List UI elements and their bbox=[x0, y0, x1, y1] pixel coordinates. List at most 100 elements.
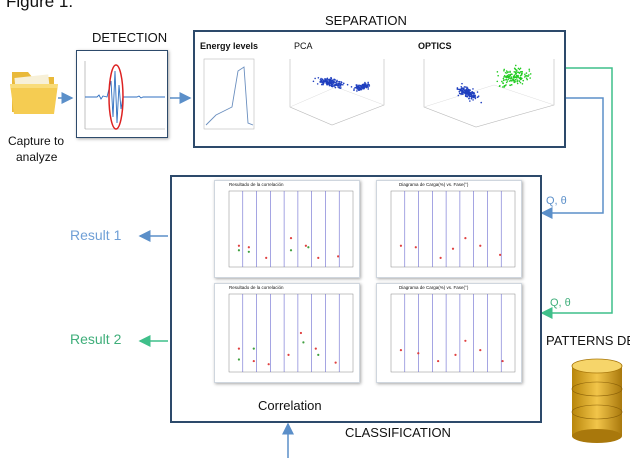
scatter-point bbox=[527, 75, 529, 78]
scatter-point bbox=[504, 84, 506, 87]
scatter-point bbox=[365, 86, 368, 89]
scatter-point bbox=[503, 69, 505, 72]
scatter-point bbox=[326, 83, 328, 86]
scatter-point bbox=[504, 71, 507, 74]
plot-marker bbox=[299, 331, 303, 335]
scatter-point bbox=[506, 74, 509, 77]
result-1-label: Result 1 bbox=[70, 227, 122, 243]
classification-plot-top-right: Diagrama de Carga(%) vs. Fase(°) bbox=[376, 180, 522, 278]
pca-panel: PCA bbox=[276, 37, 392, 141]
scatter-point bbox=[465, 91, 467, 94]
scatter-point bbox=[328, 83, 331, 86]
capture-label-line2: analyze bbox=[16, 150, 58, 164]
scatter-point bbox=[329, 79, 332, 82]
scatter-point bbox=[508, 73, 510, 76]
scatter-point bbox=[503, 74, 506, 77]
scatter-point bbox=[526, 78, 529, 81]
scatter-point bbox=[463, 88, 465, 90]
scatter-point bbox=[337, 82, 340, 85]
scatter-point bbox=[517, 67, 520, 70]
detection-signal bbox=[84, 61, 165, 130]
scatter-point bbox=[367, 81, 369, 84]
pca-scatter bbox=[289, 59, 385, 126]
plot-marker bbox=[304, 244, 307, 247]
scatter-point bbox=[515, 74, 518, 77]
scatter-point bbox=[337, 84, 340, 87]
scatter-point bbox=[521, 70, 523, 73]
optics-title: OPTICS bbox=[418, 41, 452, 51]
scatter-point bbox=[520, 73, 523, 76]
plot-marker bbox=[479, 349, 482, 352]
arrow-separation-to-classification-upper bbox=[540, 97, 604, 219]
folder-icon bbox=[10, 72, 58, 114]
scatter-point bbox=[333, 85, 335, 87]
scatter-point bbox=[336, 83, 338, 85]
scatter-point bbox=[322, 82, 324, 84]
scatter-point bbox=[461, 87, 463, 89]
scatter-point bbox=[462, 89, 464, 92]
bottom-right-plot-title: Diagrama de Carga(%) vs. Fase(°) bbox=[399, 285, 469, 290]
scatter-point bbox=[515, 70, 517, 73]
scatter-point bbox=[496, 80, 499, 83]
scatter-point bbox=[328, 80, 330, 83]
scatter-point bbox=[366, 84, 369, 87]
scatter-point bbox=[467, 88, 470, 91]
scatter-point bbox=[509, 77, 511, 79]
arrow-separation-to-classification-lower bbox=[540, 67, 613, 319]
energy-levels-chart bbox=[203, 58, 255, 130]
scatter-point bbox=[468, 97, 470, 100]
scatter-point bbox=[342, 82, 345, 85]
scatter-point bbox=[331, 81, 334, 84]
scatter-point bbox=[462, 92, 464, 94]
scatter-point bbox=[325, 78, 328, 80]
classification-plot-top-left: Resultado de la correlación bbox=[214, 180, 360, 278]
scatter-point bbox=[514, 64, 517, 67]
scatter-point bbox=[320, 77, 322, 80]
plot-marker bbox=[289, 249, 293, 252]
scatter-point bbox=[505, 81, 508, 84]
scatter-point bbox=[367, 88, 370, 90]
scatter-point bbox=[334, 86, 337, 89]
scatter-point bbox=[321, 83, 323, 86]
scatter-point bbox=[528, 68, 531, 71]
scatter-point bbox=[516, 82, 519, 85]
scatter-point bbox=[330, 77, 333, 80]
scatter-point bbox=[505, 78, 508, 81]
plot-marker bbox=[247, 250, 250, 253]
plot-marker bbox=[252, 359, 255, 363]
scatter-point bbox=[468, 90, 471, 93]
energy-levels-panel: Energy levels bbox=[198, 37, 258, 141]
scatter-point bbox=[334, 81, 336, 84]
scatter-point bbox=[464, 95, 467, 98]
plot-marker bbox=[499, 253, 502, 256]
scatter-point bbox=[472, 88, 474, 90]
scatter-point bbox=[319, 80, 322, 83]
scatter-point bbox=[463, 89, 466, 92]
scatter-point bbox=[497, 74, 499, 77]
scatter-point bbox=[316, 83, 319, 85]
bottom-left-plot-chart bbox=[228, 293, 354, 373]
bottom-right-plot-chart bbox=[390, 293, 516, 373]
scatter-point bbox=[529, 73, 532, 75]
scatter-point bbox=[473, 96, 476, 98]
scatter-point bbox=[467, 91, 470, 94]
scatter-point bbox=[320, 79, 323, 82]
plot-marker bbox=[237, 244, 241, 247]
scatter-point bbox=[525, 77, 528, 80]
scatter-point bbox=[507, 76, 510, 79]
scatter-point bbox=[459, 92, 462, 95]
plot-marker bbox=[247, 246, 250, 249]
scatter-point bbox=[359, 87, 361, 90]
scatter-point bbox=[470, 97, 473, 100]
scatter-point bbox=[474, 97, 477, 100]
scatter-point bbox=[509, 74, 512, 77]
scatter-point bbox=[358, 89, 361, 91]
scatter-point bbox=[330, 83, 333, 86]
plot-frame bbox=[228, 190, 354, 268]
energy-levels-title: Energy levels bbox=[200, 41, 258, 51]
scatter-point bbox=[501, 80, 503, 83]
scatter-point bbox=[506, 80, 509, 82]
scatter-point bbox=[520, 77, 523, 80]
plot-marker bbox=[252, 347, 255, 350]
scatter-point bbox=[503, 68, 506, 71]
